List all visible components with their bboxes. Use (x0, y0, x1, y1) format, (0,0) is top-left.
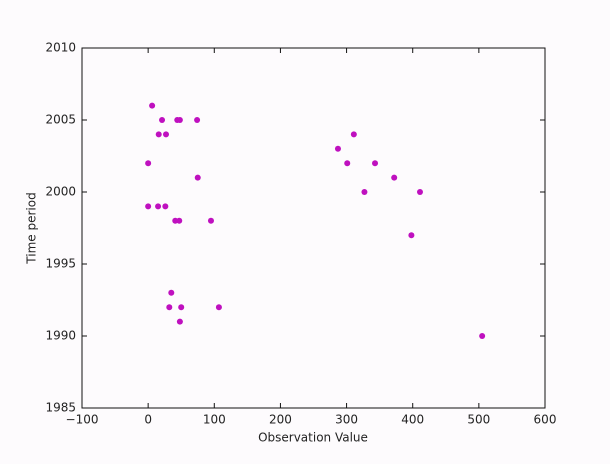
y-axis-label: Time period (25, 192, 39, 264)
y-tick-label: 1995 (45, 257, 76, 271)
point (207, 217, 214, 224)
point (350, 131, 357, 138)
point (155, 203, 162, 210)
point (162, 203, 169, 210)
point (155, 131, 162, 138)
point (194, 174, 201, 181)
x-tick-label: 500 (467, 413, 490, 427)
point (479, 333, 486, 339)
point (408, 232, 415, 239)
y-tick-label: 2000 (45, 185, 76, 199)
point (163, 131, 170, 138)
point (416, 189, 423, 195)
point (145, 203, 152, 210)
x-tick-label: 200 (269, 413, 292, 427)
plot-frame (81, 47, 546, 409)
x-axis-label: Observation Value (258, 431, 368, 445)
point (176, 217, 183, 224)
point (361, 189, 368, 195)
point (149, 102, 156, 109)
point (194, 117, 201, 123)
x-tick-label: 0 (144, 413, 152, 427)
point (391, 174, 398, 181)
point (176, 318, 183, 325)
x-tick-label: 400 (401, 413, 424, 427)
point (372, 160, 379, 167)
point (159, 117, 166, 123)
y-tick-label: 1990 (45, 329, 76, 343)
point (215, 304, 222, 311)
point (344, 160, 351, 167)
y-tick-label: 1985 (45, 401, 76, 415)
point (176, 117, 183, 123)
x-tick-label: −100 (66, 413, 99, 427)
point (178, 304, 185, 311)
point (168, 289, 175, 296)
point (145, 160, 152, 167)
x-tick-label: 300 (335, 413, 358, 427)
x-tick-label: 600 (534, 413, 557, 427)
y-tick-label: 2010 (45, 41, 76, 55)
point (166, 304, 173, 311)
y-tick-label: 2005 (45, 113, 76, 127)
point (334, 145, 341, 152)
x-tick-label: 100 (203, 413, 226, 427)
